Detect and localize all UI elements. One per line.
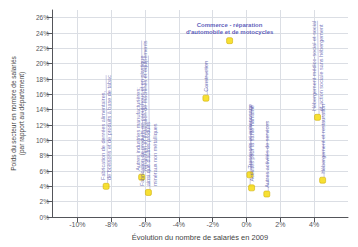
svg-text:minéraux non métalliques: minéraux non métalliques — [152, 123, 158, 186]
svg-text:d'automobile et de motocycles: d'automobile et de motocycles — [186, 29, 274, 35]
svg-text:8%: 8% — [40, 152, 50, 159]
svg-text:10%: 10% — [36, 137, 49, 144]
svg-text:Évolution du nombre de salarié: Évolution du nombre de salariés en 2009 — [132, 233, 268, 242]
svg-text:24%: 24% — [36, 30, 49, 37]
svg-text:2%: 2% — [275, 221, 285, 228]
svg-text:26%: 26% — [36, 14, 49, 21]
svg-text:12%: 12% — [36, 122, 49, 129]
svg-text:Activités pour la santé humain: Activités pour la santé humaine — [249, 105, 255, 181]
svg-text:2%: 2% — [40, 198, 50, 205]
svg-text:-4%: -4% — [173, 221, 185, 228]
svg-text:-6%: -6% — [139, 221, 151, 228]
svg-text:Hébergement et restauration: Hébergement et restauration — [320, 104, 326, 174]
svg-text:ainsi que d'autres produits: ainsi que d'autres produits — [145, 122, 151, 186]
svg-text:22%: 22% — [36, 45, 49, 52]
svg-text:Fabrication de denrées aliment: Fabrication de denrées alimentaires, — [100, 91, 106, 180]
svg-text:4%: 4% — [40, 183, 50, 190]
svg-text:et action sociale sans héberge: et action sociale sans hébergement — [318, 24, 324, 111]
svg-text:0%: 0% — [40, 214, 50, 221]
svg-text:Hébergement médico-social et s: Hébergement médico-social et social — [311, 21, 317, 111]
svg-text:0%: 0% — [241, 221, 251, 228]
svg-text:4%: 4% — [309, 221, 319, 228]
svg-text:Poids du secteur en nombre de: Poids du secteur en nombre de salariés — [10, 55, 17, 170]
svg-text:6%: 6% — [40, 168, 50, 175]
svg-text:18%: 18% — [36, 76, 49, 83]
svg-text:-10%: -10% — [69, 221, 85, 228]
svg-text:(par rapport au département): (par rapport au département) — [18, 72, 26, 155]
svg-text:Construction: Construction — [203, 61, 209, 92]
svg-text:16%: 16% — [36, 91, 49, 98]
svg-text:14%: 14% — [36, 106, 49, 113]
svg-text:Autres activités de services: Autres activités de services — [264, 121, 270, 188]
svg-text:20%: 20% — [36, 60, 49, 67]
svg-text:-8%: -8% — [105, 221, 117, 228]
svg-text:Commerce - réparation: Commerce - réparation — [197, 22, 263, 28]
svg-text:de boissons et de produits à b: de boissons et de produits à base de tab… — [106, 75, 112, 180]
svg-text:Fabrication de produits en cao: Fabrication de produits en caoutchouc et… — [139, 56, 145, 187]
svg-text:-2%: -2% — [206, 221, 218, 228]
